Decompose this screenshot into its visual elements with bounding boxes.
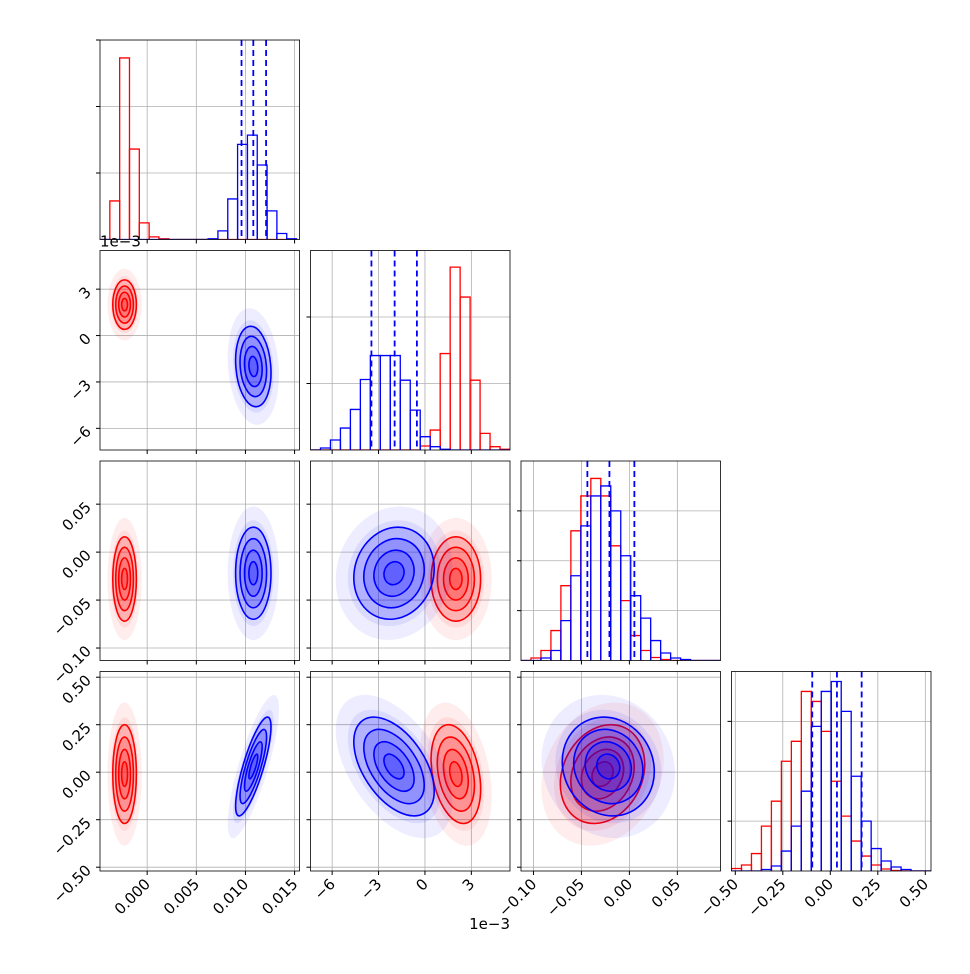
density-contour bbox=[122, 762, 128, 787]
x-offset-label: 1e−3 bbox=[469, 915, 510, 933]
density-contour bbox=[249, 562, 258, 585]
density-contour bbox=[122, 568, 128, 589]
density-contour bbox=[122, 298, 128, 310]
y-offset-label: 1e−3 bbox=[100, 233, 141, 251]
